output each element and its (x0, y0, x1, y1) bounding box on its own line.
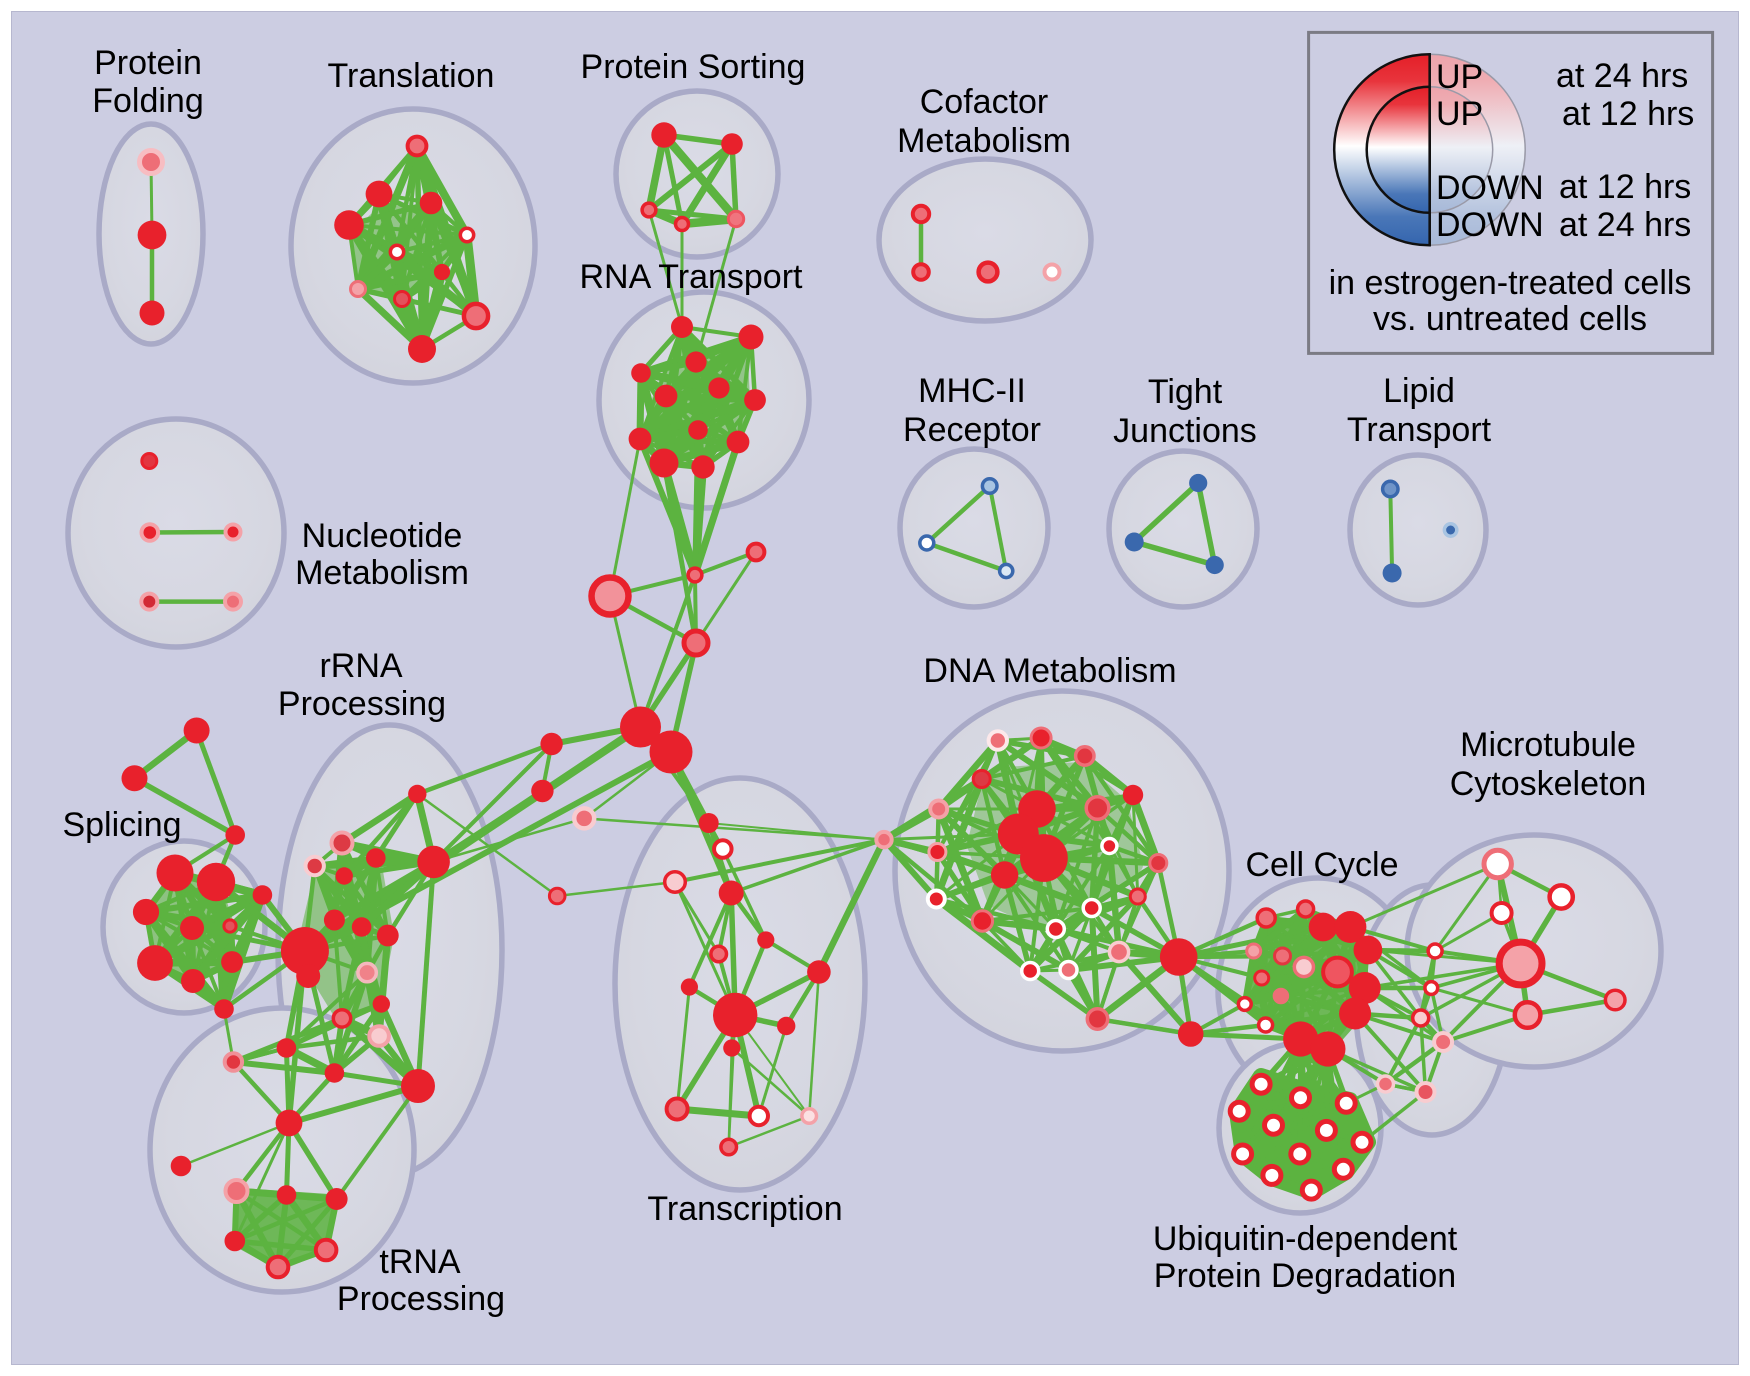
svg-text:Protein: Protein (94, 44, 202, 82)
svg-text:Splicing: Splicing (62, 806, 181, 844)
svg-text:Ubiquitin-dependent: Ubiquitin-dependent (1153, 1220, 1458, 1258)
svg-text:rRNA: rRNA (319, 647, 402, 685)
svg-text:in estrogen-treated cells: in estrogen-treated cells (1329, 264, 1692, 302)
svg-text:at 12 hrs: at 12 hrs (1559, 168, 1691, 206)
svg-text:Lipid: Lipid (1383, 372, 1455, 410)
svg-text:Metabolism: Metabolism (295, 554, 469, 592)
svg-text:Cofactor: Cofactor (920, 83, 1049, 121)
svg-text:MHC-II: MHC-II (918, 372, 1026, 410)
svg-text:DOWN: DOWN (1436, 206, 1544, 244)
svg-text:Protein Sorting: Protein Sorting (581, 48, 806, 86)
svg-text:Tight: Tight (1148, 373, 1223, 411)
svg-text:Transport: Transport (1347, 411, 1492, 449)
svg-text:Processing: Processing (337, 1280, 505, 1318)
svg-text:Cytoskeleton: Cytoskeleton (1450, 765, 1647, 803)
svg-text:at 24 hrs: at 24 hrs (1556, 57, 1688, 95)
svg-text:DNA Metabolism: DNA Metabolism (923, 652, 1176, 690)
svg-text:Translation: Translation (328, 57, 495, 95)
svg-text:Transcription: Transcription (647, 1190, 842, 1228)
svg-text:Protein Degradation: Protein Degradation (1154, 1257, 1456, 1295)
svg-text:Metabolism: Metabolism (897, 122, 1071, 160)
svg-text:Cell Cycle: Cell Cycle (1245, 846, 1398, 884)
svg-text:at 12 hrs: at 12 hrs (1562, 95, 1694, 133)
svg-text:at 24 hrs: at 24 hrs (1559, 206, 1691, 244)
svg-text:UP: UP (1436, 58, 1483, 96)
svg-text:Nucleotide: Nucleotide (302, 517, 463, 555)
svg-text:UP: UP (1436, 95, 1483, 133)
svg-text:Folding: Folding (92, 82, 204, 120)
svg-text:Receptor: Receptor (903, 411, 1041, 449)
svg-text:tRNA: tRNA (379, 1243, 461, 1281)
svg-text:RNA Transport: RNA Transport (580, 258, 804, 296)
svg-text:vs. untreated cells: vs. untreated cells (1373, 300, 1647, 338)
svg-text:Processing: Processing (278, 685, 446, 723)
svg-text:Junctions: Junctions (1113, 412, 1257, 450)
svg-text:Microtubule: Microtubule (1460, 726, 1636, 764)
svg-text:DOWN: DOWN (1436, 169, 1544, 207)
